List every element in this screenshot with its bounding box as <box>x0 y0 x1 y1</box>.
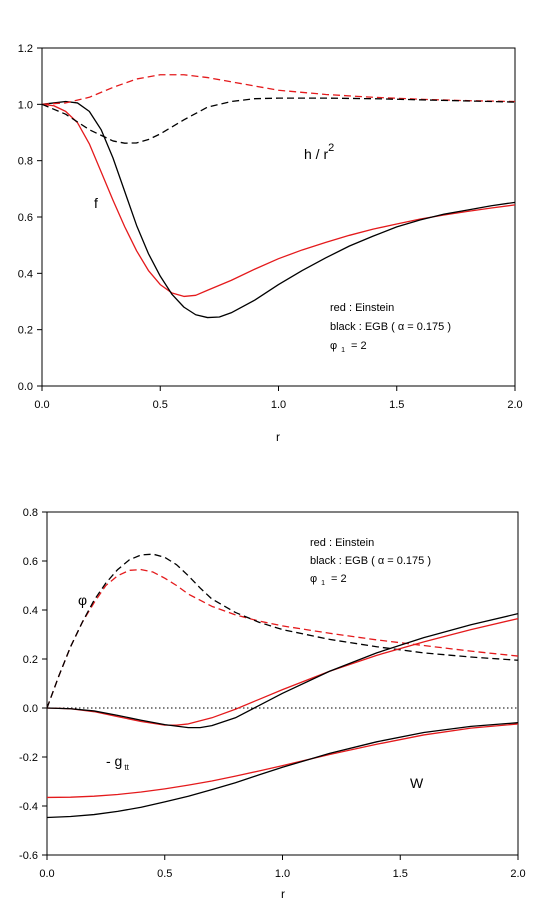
x-tick-label: 2.0 <box>507 399 522 411</box>
bottom-legend-egb: black : EGB ( α = 0.175 ) <box>310 555 431 567</box>
y-tick-label: -0.6 <box>19 850 38 862</box>
top-legend-egb: black : EGB ( α = 0.175 ) <box>330 321 451 333</box>
gtt-curve-label: - g tt <box>106 753 130 772</box>
top-legend-einstein: red : Einstein <box>330 302 394 314</box>
bottom-legend-einstein: red : Einstein <box>310 537 374 549</box>
h-curve-label-sup: 2 <box>328 142 334 154</box>
y-tick-label: 1.2 <box>18 43 33 55</box>
x-tick-label: 0.5 <box>153 399 168 411</box>
y-tick-label: 0.8 <box>18 156 33 168</box>
y-tick-label: 0.0 <box>18 381 33 393</box>
top-legend-phi-symbol: φ <box>330 340 337 352</box>
bottom-chart: 0.0 0.5 1.0 1.5 2.0 -0.6 -0.4 -0.2 0.0 0.2 0.4 0.6 0… <box>19 507 526 901</box>
series-phi-egb <box>46 553 519 709</box>
bottom-legend-phi-value: = 2 <box>331 573 347 585</box>
w-curve-label: W <box>410 775 424 791</box>
x-tick-label: 0.5 <box>157 868 172 880</box>
top-chart: 0.0 0.5 1.0 1.5 2.0 0.0 0.2 0.4 0.6 0.8 1.0 1.2 r f… <box>18 43 523 444</box>
y-tick-label: 0.6 <box>18 212 33 224</box>
h-curve-label: h / r2 <box>304 142 334 162</box>
f-curve-label: f <box>94 195 98 211</box>
y-tick-label: 0.2 <box>23 654 38 666</box>
y-tick-label: 0.2 <box>18 325 33 337</box>
series-phi-einstein <box>46 568 519 709</box>
series-gtt-egb <box>46 613 519 729</box>
y-tick-label: 1.0 <box>18 99 33 111</box>
x-tick-label: 0.0 <box>34 399 49 411</box>
series-w-egb <box>46 722 519 819</box>
bottom-legend-phi: φ 1 = 2 <box>310 573 347 587</box>
gtt-curve-label-sub: tt <box>124 763 129 772</box>
h-curve-label-text: h / r <box>304 146 328 162</box>
y-tick-label: -0.4 <box>19 801 38 813</box>
top-legend-phi-sub: 1 <box>341 347 345 354</box>
series-h-egb <box>41 97 516 144</box>
bottom-legend-phi-sub: 1 <box>321 580 325 587</box>
series-gtt-einstein <box>46 617 519 726</box>
gtt-curve-label-text: - g <box>106 753 122 769</box>
x-tick-label: 2.0 <box>510 868 525 880</box>
y-tick-label: 0.6 <box>23 556 38 568</box>
series-h-einstein <box>41 74 516 105</box>
top-legend-phi: φ 1 = 2 <box>330 340 367 354</box>
x-tick-label: 1.5 <box>389 399 404 411</box>
x-tick-label: 1.5 <box>393 868 408 880</box>
y-tick-label: 0.4 <box>18 268 33 280</box>
series-f-einstein <box>41 103 516 298</box>
bottom-xlabel: r <box>281 887 285 901</box>
y-tick-label: 0.0 <box>23 703 38 715</box>
x-tick-label: 0.0 <box>39 868 54 880</box>
y-tick-label: -0.2 <box>19 752 38 764</box>
x-tick-label: 1.0 <box>275 868 290 880</box>
y-tick-label: 0.4 <box>23 605 38 617</box>
bottom-plot-frame <box>46 511 519 856</box>
y-tick-label: 0.8 <box>23 507 38 519</box>
series-w-einstein <box>46 723 519 799</box>
series-f-egb <box>41 100 516 319</box>
top-xlabel: r <box>276 430 280 444</box>
top-legend-phi-value: = 2 <box>351 340 367 352</box>
phi-curve-label: φ <box>78 592 87 608</box>
x-tick-label: 1.0 <box>271 399 286 411</box>
bottom-legend-phi-symbol: φ <box>310 573 317 585</box>
